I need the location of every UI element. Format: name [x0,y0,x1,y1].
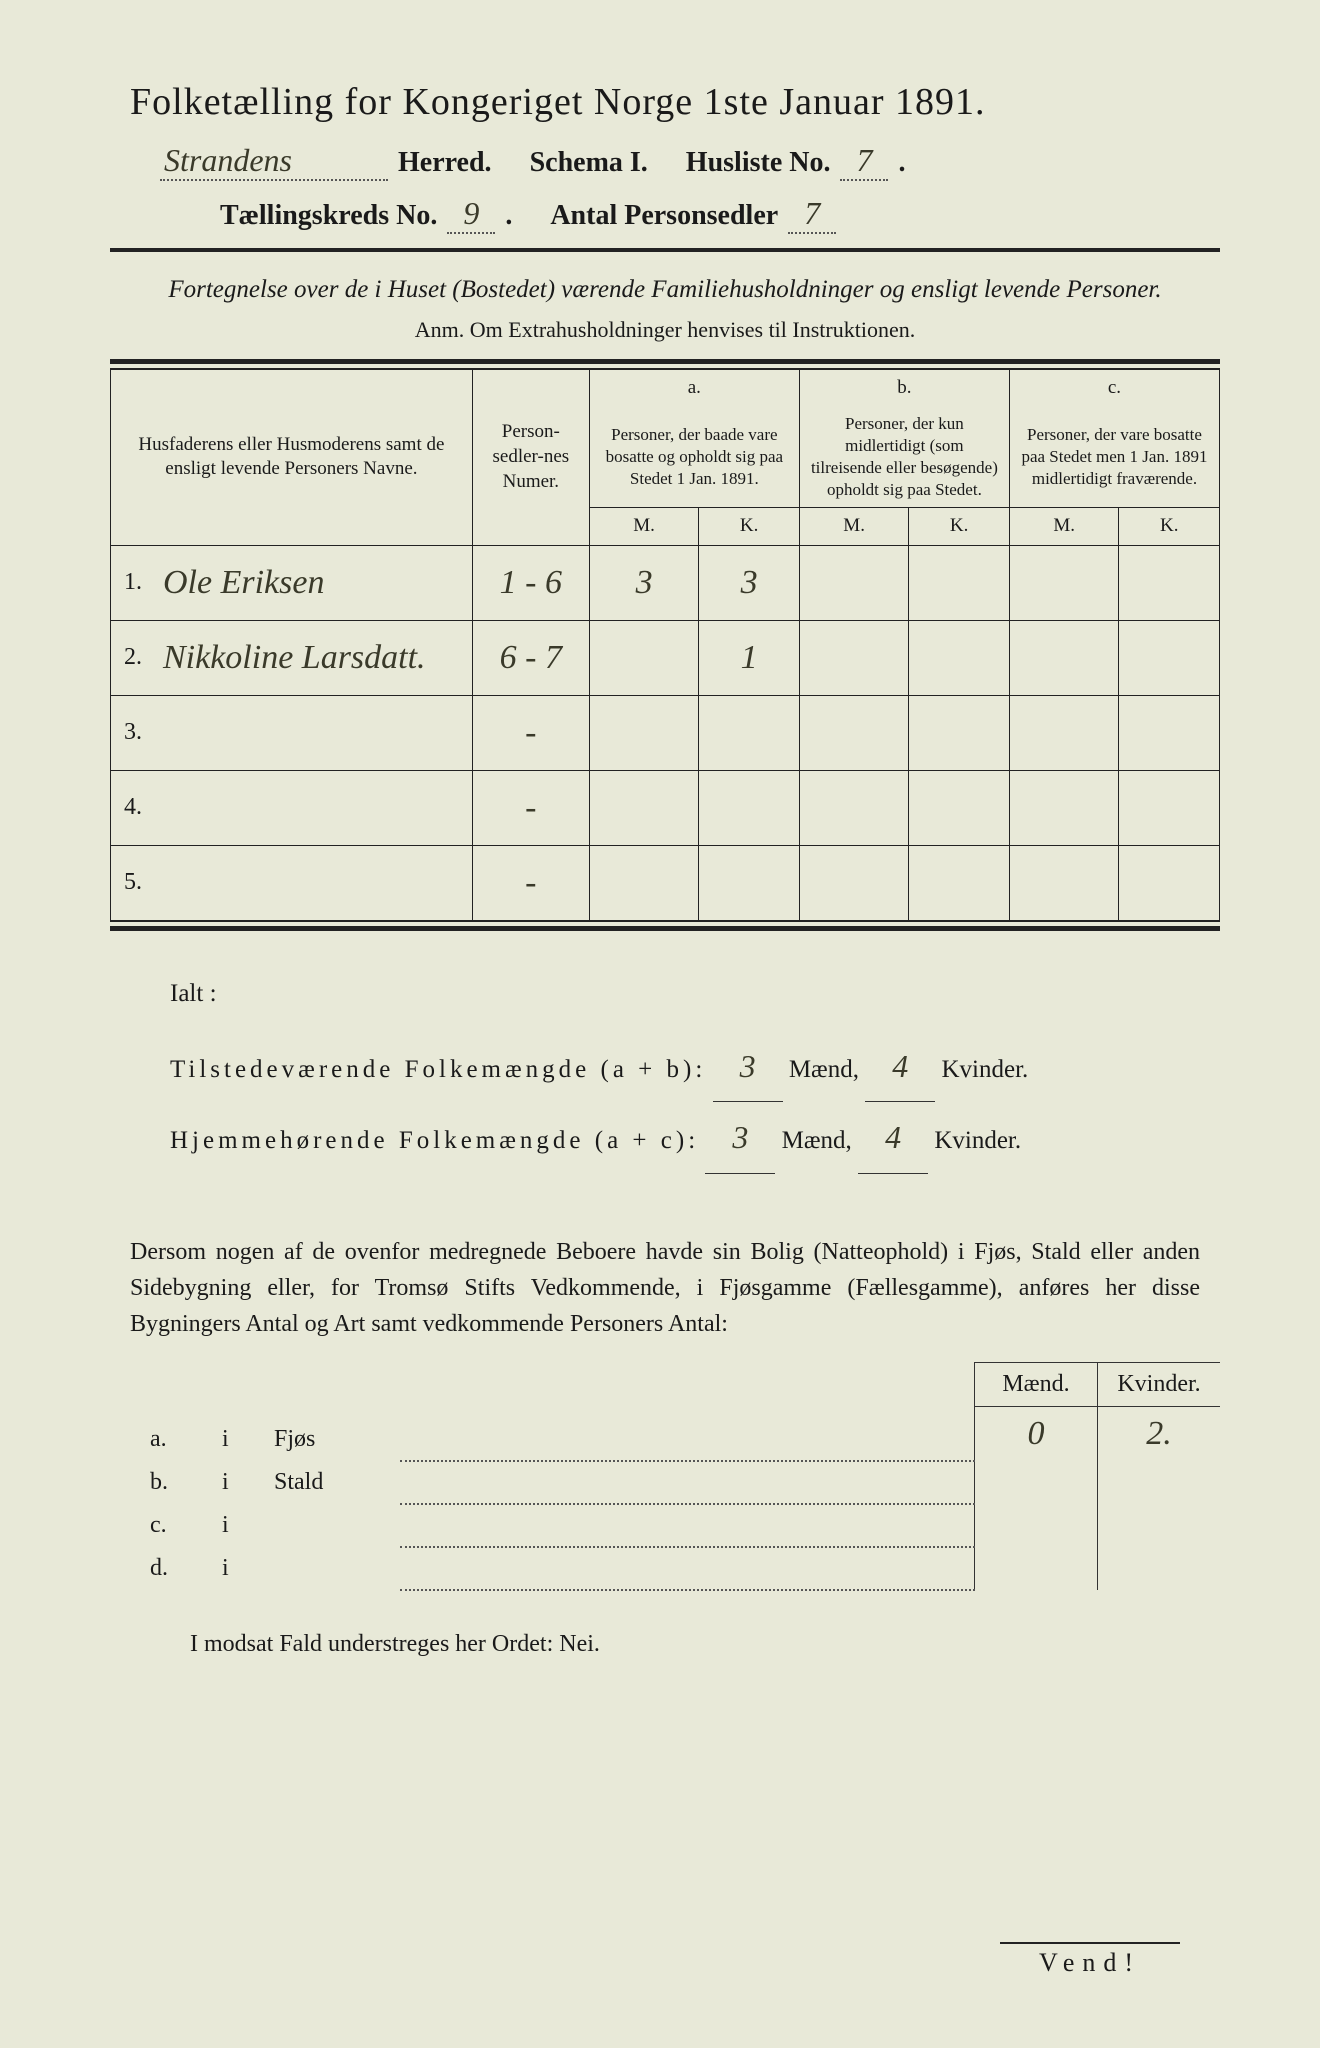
col-c-label: c. [1009,370,1219,407]
annotation: Anm. Om Extrahusholdninger henvises til … [110,317,1220,343]
col-a-m: M. [589,508,699,546]
header-line-2: Tællingskreds No. 9 . Antal Personsedler… [220,195,1220,234]
col-sedler: Person-sedler-nes Numer. [472,370,589,546]
vend-label: Vend! [1000,1942,1180,1978]
resident-k: 4 [858,1102,928,1173]
col-b-k: K. [909,508,1010,546]
col-a-k: K. [699,508,800,546]
col-c-text: Personer, der vare bosatte paa Stedet me… [1009,407,1219,508]
kreds-no: 9 [447,195,495,234]
col-c-m: M. [1009,508,1119,546]
census-table: Husfaderens eller Husmoderens samt de en… [110,369,1220,921]
dwelling-row: a.iFjøs02. [110,1406,1220,1461]
table-top-rule [110,359,1220,369]
ialt-label: Ialt : [170,966,1220,1021]
resident-m: 3 [705,1102,775,1173]
present-label: Tilstedeværende Folkemængde (a + b): [170,1056,706,1083]
body-paragraph: Dersom nogen af de ovenfor medregnede Be… [130,1234,1200,1342]
personsedler-label: Antal Personsedler [550,200,778,232]
husliste-no: 7 [840,142,888,181]
footer-text: I modsat Fald understreges her Ordet: Ne… [190,1631,1220,1658]
header-line-1: Strandens Herred. Schema I. Husliste No.… [160,142,1220,181]
col-names: Husfaderens eller Husmoderens samt de en… [111,370,473,546]
present-m: 3 [713,1031,783,1102]
document-title: Folketælling for Kongeriget Norge 1ste J… [130,80,1220,124]
dwellings-table: Mænd. Kvinder. a.iFjøs02.b.iStaldc.id.i [110,1362,1220,1591]
herred-label: Herred. [398,147,492,179]
col-a-label: a. [589,370,799,407]
col-a-text: Personer, der baade vare bosatte og opho… [589,407,799,508]
husliste-label: Husliste No. [686,147,831,179]
dwelling-row: b.iStald [110,1461,1220,1504]
divider [110,248,1220,252]
dwell-maend: Mænd. [975,1362,1098,1406]
personsedler-no: 7 [788,195,836,234]
resident-label: Hjemmehørende Folkemængde (a + c): [170,1127,699,1154]
dwell-kvinder: Kvinder. [1098,1362,1221,1406]
dwelling-row: d.i [110,1547,1220,1590]
present-k: 4 [865,1031,935,1102]
totals-block: Ialt : Tilstedeværende Folkemængde (a + … [170,966,1220,1174]
col-b-text: Personer, der kun midlertidigt (som tilr… [799,407,1009,508]
subtitle: Fortegnelse over de i Huset (Bostedet) v… [110,272,1220,307]
table-row: 3.- [111,695,1220,770]
schema-label: Schema I. [530,147,648,179]
table-row: 5.- [111,845,1220,920]
herred-value: Strandens [160,142,388,181]
table-bottom-rule [110,921,1220,931]
table-row: 2.Nikkoline Larsdatt.6 - 71 [111,620,1220,695]
kreds-label: Tællingskreds No. [220,200,437,232]
col-b-m: M. [799,508,909,546]
table-row: 4.- [111,770,1220,845]
col-c-k: K. [1119,508,1220,546]
table-row: 1.Ole Eriksen1 - 633 [111,545,1220,620]
dwelling-row: c.i [110,1504,1220,1547]
col-b-label: b. [799,370,1009,407]
